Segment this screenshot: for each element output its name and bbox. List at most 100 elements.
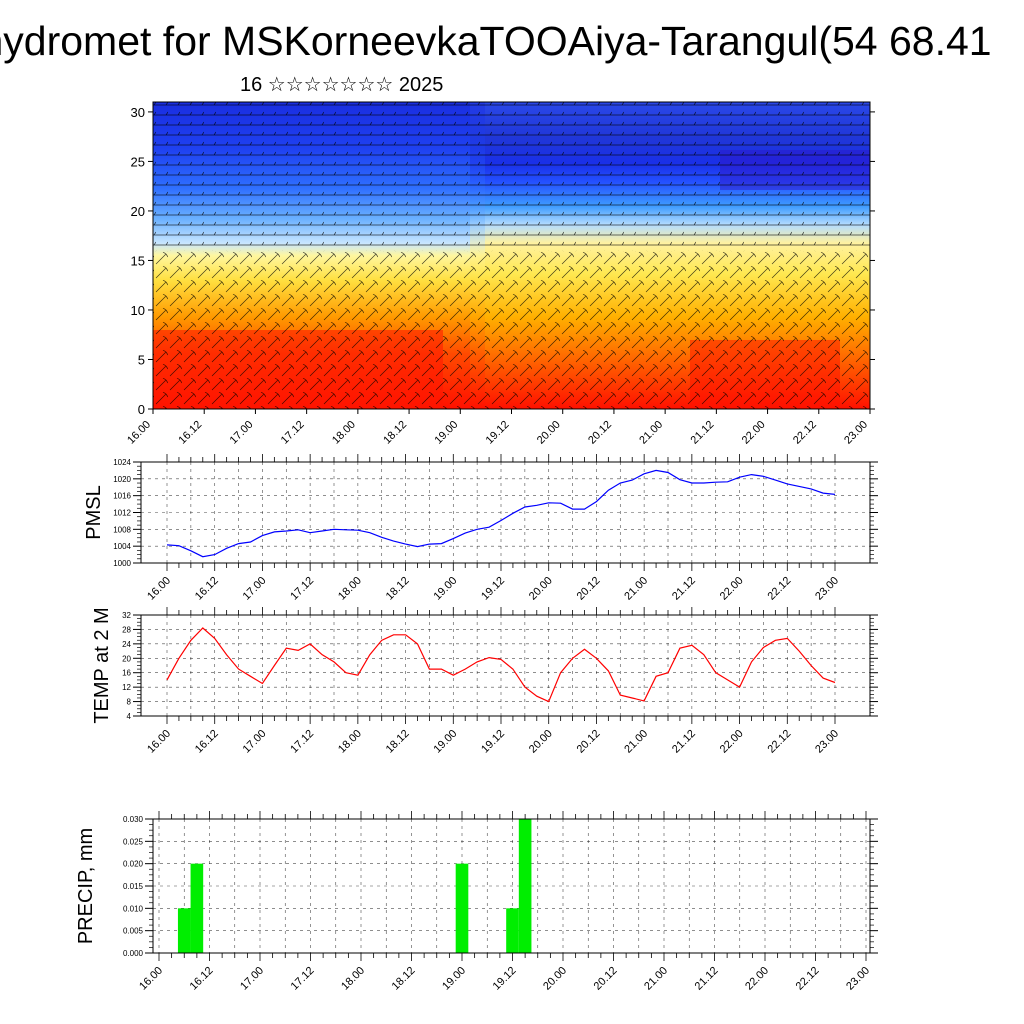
temp-line [166, 627, 836, 703]
y-axis-label: PMSL [83, 485, 105, 539]
x-tick-label: 20.00 [527, 728, 555, 756]
y-tick-label: 1008 [113, 525, 131, 534]
y-tick-label: 1024 [113, 458, 131, 467]
x-tick-label: 21.12 [689, 419, 717, 447]
x-tick-label: 20.00 [541, 965, 569, 993]
x-tick-label: 22.00 [743, 965, 771, 993]
x-tick-label: 21.00 [622, 728, 650, 756]
x-tick-label: 17.00 [241, 728, 269, 756]
y-tick-label: 24 [122, 640, 131, 649]
x-tick-label: 22.00 [718, 728, 746, 756]
x-tick-label: 22.12 [765, 728, 793, 756]
y-tick-label: 16 [122, 669, 131, 678]
chart-subtitle: 16 ☆☆☆☆☆☆☆ 2025 [240, 74, 444, 96]
x-tick-label: 18.12 [384, 728, 412, 756]
y-axis-label: PRECIP, mm [75, 828, 97, 944]
y-tick-label: 5 [138, 352, 145, 367]
x-tick-label: 23.00 [813, 728, 841, 756]
x-tick-label: 21.12 [693, 965, 721, 993]
y-tick-label: 30 [131, 105, 145, 120]
y-tick-label: 1004 [113, 542, 131, 551]
x-tick-label: 21.00 [642, 965, 670, 993]
y-tick-label: 0.030 [123, 815, 144, 824]
x-tick-label: 18.00 [330, 419, 358, 447]
x-tick-label: 18.12 [384, 575, 412, 600]
x-tick-label: 18.00 [336, 575, 364, 600]
y-tick-label: 4 [127, 712, 132, 721]
x-tick-label: 19.00 [432, 419, 460, 447]
x-tick-label: 19.12 [479, 575, 507, 600]
x-tick-label: 23.00 [813, 575, 841, 600]
x-tick-label: 19.12 [479, 728, 507, 756]
x-tick-label: 22.12 [791, 419, 819, 447]
x-tick-label: 16.00 [145, 728, 173, 756]
x-tick-label: 20.12 [575, 728, 603, 756]
pmsl-chart: 1000 1004 1008 1012 1016 1020 1024 16.00 16.12 17… [83, 454, 878, 600]
x-tick-label: 22.00 [740, 419, 768, 447]
x-tick-label: 17.12 [289, 965, 317, 993]
x-tick-label: 16.12 [193, 575, 221, 600]
wind-barbs-upper [153, 102, 870, 252]
x-tick-label: 20.12 [575, 575, 603, 600]
y-tick-label: 12 [122, 683, 131, 692]
x-tick-label: 16.12 [193, 728, 221, 756]
x-tick-label: 18.00 [339, 965, 367, 993]
y-tick-label: 15 [131, 253, 145, 268]
x-tick-label: 16.00 [125, 419, 153, 447]
x-tick-label: 17.12 [288, 575, 316, 600]
x-tick-label: 18.12 [381, 419, 409, 447]
y-tick-label: 25 [131, 154, 145, 169]
y-tick-label: 20 [131, 204, 145, 219]
cross-section-heatmap: 0 5 10 15 20 25 30 16.00 16.12 17.00 17.12 18.00 18.… [125, 101, 875, 447]
precip-bar [455, 863, 469, 953]
temp-chart: 4 8 12 16 20 24 28 32 16.00 16.12 17.00 17.12 18.00 1… [91, 607, 878, 756]
y-tick-label: 1020 [113, 475, 131, 484]
x-tick-label: 23.00 [844, 965, 872, 993]
y-tick-label: 0 [138, 402, 145, 417]
x-tick-label: 20.00 [535, 419, 563, 447]
x-tick-label: 16.12 [176, 419, 204, 447]
x-tick-label: 17.12 [279, 419, 307, 447]
x-tick-label: 17.00 [241, 575, 269, 600]
pmsl-line [166, 469, 836, 558]
precip-bar [506, 908, 519, 953]
x-tick-label: 21.12 [670, 728, 698, 756]
precip-bar [190, 863, 204, 953]
y-tick-label: 32 [122, 611, 131, 620]
wind-barbs-lower [153, 250, 870, 409]
y-axis-label: TEMP at 2 M [91, 607, 113, 723]
y-tick-label: 0.005 [123, 927, 144, 936]
y-tick-label: 10 [131, 303, 145, 318]
y-tick-label: 0.010 [123, 904, 144, 913]
x-tick-label: 16.00 [137, 965, 165, 993]
x-tick-label: 16.12 [188, 965, 216, 993]
chart-title: zhydromet for MSKorneevkaTOOAiya-Tarangu… [0, 18, 992, 64]
y-tick-label: 0.020 [123, 860, 144, 869]
x-tick-label: 20.12 [586, 419, 614, 447]
x-tick-label: 19.00 [440, 965, 468, 993]
x-tick-label: 22.12 [765, 575, 793, 600]
x-tick-label: 17.00 [228, 419, 256, 447]
x-tick-label: 20.00 [527, 575, 555, 600]
x-tick-label: 19.00 [431, 575, 459, 600]
x-tick-label: 20.12 [592, 965, 620, 993]
x-tick-label: 16.00 [145, 575, 173, 600]
x-tick-label: 19.12 [484, 419, 512, 447]
y-tick-label: 1016 [113, 492, 131, 501]
x-tick-label: 18.12 [390, 965, 418, 993]
precip-bar [177, 908, 191, 953]
x-tick-label: 18.00 [336, 728, 364, 756]
x-tick-label: 21.00 [637, 419, 665, 447]
x-tick-label: 19.12 [491, 965, 519, 993]
x-tick-label: 17.12 [288, 728, 316, 756]
panel-frame [140, 614, 871, 717]
y-tick-label: 1012 [113, 509, 131, 518]
x-tick-label: 17.00 [238, 965, 266, 993]
y-tick-label: 0.015 [123, 882, 144, 891]
x-tick-label: 21.00 [622, 575, 650, 600]
precip-chart: 0.000 0.005 0.010 0.015 0.020 0.025 0.030 16.00… [75, 811, 878, 993]
y-tick-label: 20 [122, 654, 131, 663]
y-tick-label: 8 [127, 698, 132, 707]
x-tick-label: 21.12 [670, 575, 698, 600]
x-tick-label: 22.12 [794, 965, 822, 993]
